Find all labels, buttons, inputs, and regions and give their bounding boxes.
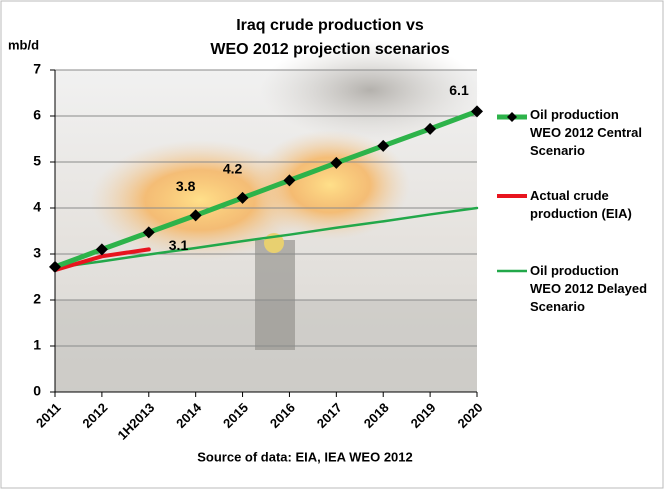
x-tick-label: 2014 (173, 399, 205, 431)
x-tick-label: 2011 (33, 400, 64, 431)
chart-title: Iraq crude production vs (236, 17, 424, 34)
y-tick-label: 3 (33, 245, 41, 261)
data-label: 6.1 (449, 82, 469, 98)
x-tick-label: 2019 (408, 400, 439, 431)
y-tick-label: 0 (33, 383, 41, 399)
x-tick-label: 2016 (267, 400, 298, 431)
legend-label: Oil production WEO 2012 Central Scenario (530, 107, 642, 158)
y-tick-label: 6 (33, 107, 41, 123)
x-axis-label: Source of data: EIA, IEA WEO 2012 (197, 449, 413, 464)
legend-marker (507, 112, 517, 122)
marker (49, 260, 61, 273)
x-tick-label: 1H2013 (115, 400, 158, 443)
marker (471, 105, 483, 118)
series-line (52, 108, 480, 270)
legend-label: Oil production WEO 2012 Delayed Scenario (530, 263, 648, 314)
marker (377, 139, 390, 152)
y-tick-label: 4 (33, 199, 41, 215)
marker (189, 209, 202, 222)
legend-label: Actual crude production (EIA) (530, 188, 632, 221)
y-tick-label: 5 (33, 153, 41, 169)
y-axis-label: mb/d (8, 37, 39, 52)
marker (424, 122, 437, 135)
y-tick-label: 7 (33, 61, 41, 77)
x-tick-label: 2020 (454, 400, 485, 431)
marker (142, 226, 155, 239)
series-line (53, 247, 151, 273)
marker (283, 174, 296, 187)
marker (330, 156, 343, 169)
x-tick-label: 2012 (79, 400, 110, 431)
data-label: 3.8 (176, 178, 196, 194)
x-tick-label: 2015 (220, 400, 251, 431)
photo-background (55, 40, 480, 392)
marker (236, 191, 249, 204)
x-tick-label: 2017 (314, 400, 345, 431)
x-tick-label: 2018 (361, 400, 392, 431)
marker (95, 243, 108, 256)
data-label: 4.2 (223, 161, 243, 177)
series-line (53, 206, 479, 270)
y-tick-label: 1 (33, 337, 41, 353)
chart-title: WEO 2012 projection scenarios (210, 41, 449, 58)
y-tick-label: 2 (33, 291, 41, 307)
data-label: 3.1 (169, 237, 189, 253)
